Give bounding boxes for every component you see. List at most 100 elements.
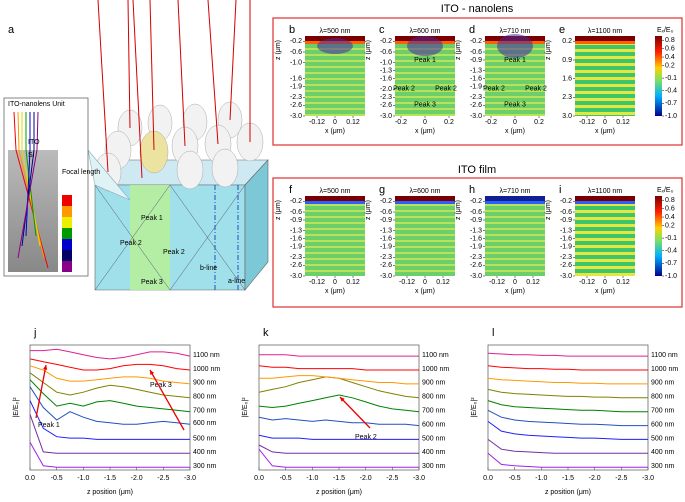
series-line xyxy=(258,394,420,413)
legend-label: 600 nm xyxy=(422,421,446,428)
series-line xyxy=(29,358,191,371)
y-tick-label: 0.9 xyxy=(562,57,572,64)
peak-label: Peak 1 xyxy=(414,57,436,64)
series-line xyxy=(487,377,648,385)
y-tick-label: -0.9 xyxy=(470,217,482,224)
y-tick-label: -1.3 xyxy=(380,228,392,235)
legend-label: 1100 nm xyxy=(422,352,449,359)
x-tick-label: 0.12 xyxy=(616,279,630,286)
field-map xyxy=(485,196,545,276)
x-tick-label: 0.0 xyxy=(254,475,264,482)
annotation: Peak 3 xyxy=(150,382,172,389)
y-tick-label: -0.6 xyxy=(380,209,392,216)
x-tick-label: 0.12 xyxy=(346,119,360,126)
panel-letter: b xyxy=(289,24,295,36)
colorbar-tick-label: 0.8 xyxy=(665,197,675,204)
field-map xyxy=(305,196,365,276)
legend-label: 600 nm xyxy=(193,420,217,427)
x-tick-label: 0 xyxy=(333,119,337,126)
y-tick-label: -1.9 xyxy=(470,244,482,251)
x-tick-label: -2.5 xyxy=(386,475,398,482)
y-tick-label: -2.6 xyxy=(380,102,392,109)
x-axis-label: x (μm) xyxy=(325,288,345,295)
legend-label: 500 nm xyxy=(193,435,217,442)
x-tick-label: 0 xyxy=(333,279,337,286)
legend-label: 1000 nm xyxy=(651,366,678,373)
x-tick-label: -1.5 xyxy=(562,475,574,482)
y-tick-label: -3.0 xyxy=(470,113,482,120)
section-title: ITO film xyxy=(458,164,496,176)
colorbar-tick-label: 0.6 xyxy=(665,205,675,212)
series-line xyxy=(487,365,648,371)
colorbar-tick-label: -0.1 xyxy=(665,75,677,82)
field-band xyxy=(485,201,545,204)
y-tick-label: -0.2 xyxy=(290,38,302,45)
x-tick-label: 0 xyxy=(423,119,427,126)
y-tick-label: -2.3 xyxy=(470,94,482,101)
x-tick-label: -2.5 xyxy=(615,475,627,482)
annotation: Peak 2 xyxy=(355,434,377,441)
colorbar-tick-label: -0.4 xyxy=(665,248,677,255)
x-axis-label: x (μm) xyxy=(595,288,615,295)
legend-label: 900 nm xyxy=(193,380,217,387)
y-tick-label: -1.6 xyxy=(290,236,302,243)
y-tick-label: -1.0 xyxy=(380,60,392,67)
z-axis-label: z (μm) xyxy=(545,200,552,220)
series-line xyxy=(29,379,191,413)
schematic: a Peak 1 Peak 2 Peak 2 Peak 3 b-line a-l… xyxy=(3,0,269,291)
x-tick-label: 0.0 xyxy=(483,475,493,482)
focus-spot xyxy=(497,34,533,58)
x-tick-label: -0.12 xyxy=(579,279,595,286)
x-tick-label: -2.0 xyxy=(589,475,601,482)
field-band xyxy=(395,196,455,201)
field-band xyxy=(575,201,635,204)
inset-title: ITO-nanolens Unit xyxy=(8,101,65,108)
x-tick-label: -0.2 xyxy=(395,119,407,126)
panel-letter: g xyxy=(379,184,385,196)
x-tick-label: -1.0 xyxy=(535,475,547,482)
series-line xyxy=(29,441,190,468)
z-axis-label: z (μm) xyxy=(275,200,282,220)
panel-letter: c xyxy=(379,24,385,36)
x-tick-label: -0.12 xyxy=(309,119,325,126)
y-tick-label: -3.0 xyxy=(380,273,392,280)
section-frame xyxy=(272,177,683,308)
series-line xyxy=(29,414,190,454)
wavelength: λ=600 nm xyxy=(410,28,441,35)
wavelength: λ=500 nm xyxy=(320,28,351,35)
x-tick-label: 0 xyxy=(513,119,517,126)
z-axis-label: z (μm) xyxy=(455,200,462,220)
inset-rays xyxy=(13,111,49,269)
x-tick-label: 0.0 xyxy=(25,475,35,482)
y-tick-label: -3.0 xyxy=(290,273,302,280)
peak-label: Peak 2 xyxy=(163,249,185,256)
peak-label: Peak 1 xyxy=(141,215,163,222)
legend-label: 600 nm xyxy=(651,421,675,428)
colorbar-tick-label: 0.2 xyxy=(665,222,675,229)
legend-label: 400 nm xyxy=(651,449,675,456)
colorbar-tick-label: -1.0 xyxy=(665,113,677,120)
colorbar xyxy=(655,36,662,116)
y-tick-label: -0.6 xyxy=(560,209,572,216)
x-tick-label: -3.0 xyxy=(413,475,425,482)
z-axis-label: z (μm) xyxy=(455,40,462,60)
inset-label: Si xyxy=(28,152,35,159)
section-frame xyxy=(272,17,683,146)
y-tick-label: -1.0 xyxy=(290,60,302,67)
series-line xyxy=(29,365,191,385)
panel-letter: i xyxy=(559,184,561,196)
y-tick-label: -1.3 xyxy=(470,68,482,75)
y-tick-label: -1.9 xyxy=(290,84,302,91)
y-tick-label: -1.3 xyxy=(470,228,482,235)
y-tick-label: -2.3 xyxy=(560,254,572,261)
legend-label: 700 nm xyxy=(651,408,675,415)
peak-label: Peak 1 xyxy=(504,57,526,64)
y-axis-label: |E/E₀|² xyxy=(242,397,249,418)
x-tick-label: -0.12 xyxy=(579,119,595,126)
y-tick-label: -2.0 xyxy=(380,86,392,93)
field-band xyxy=(485,196,545,201)
wavelength: λ=600 nm xyxy=(410,188,441,195)
legend-label: 800 nm xyxy=(193,394,217,401)
y-tick-label: -3.0 xyxy=(470,273,482,280)
